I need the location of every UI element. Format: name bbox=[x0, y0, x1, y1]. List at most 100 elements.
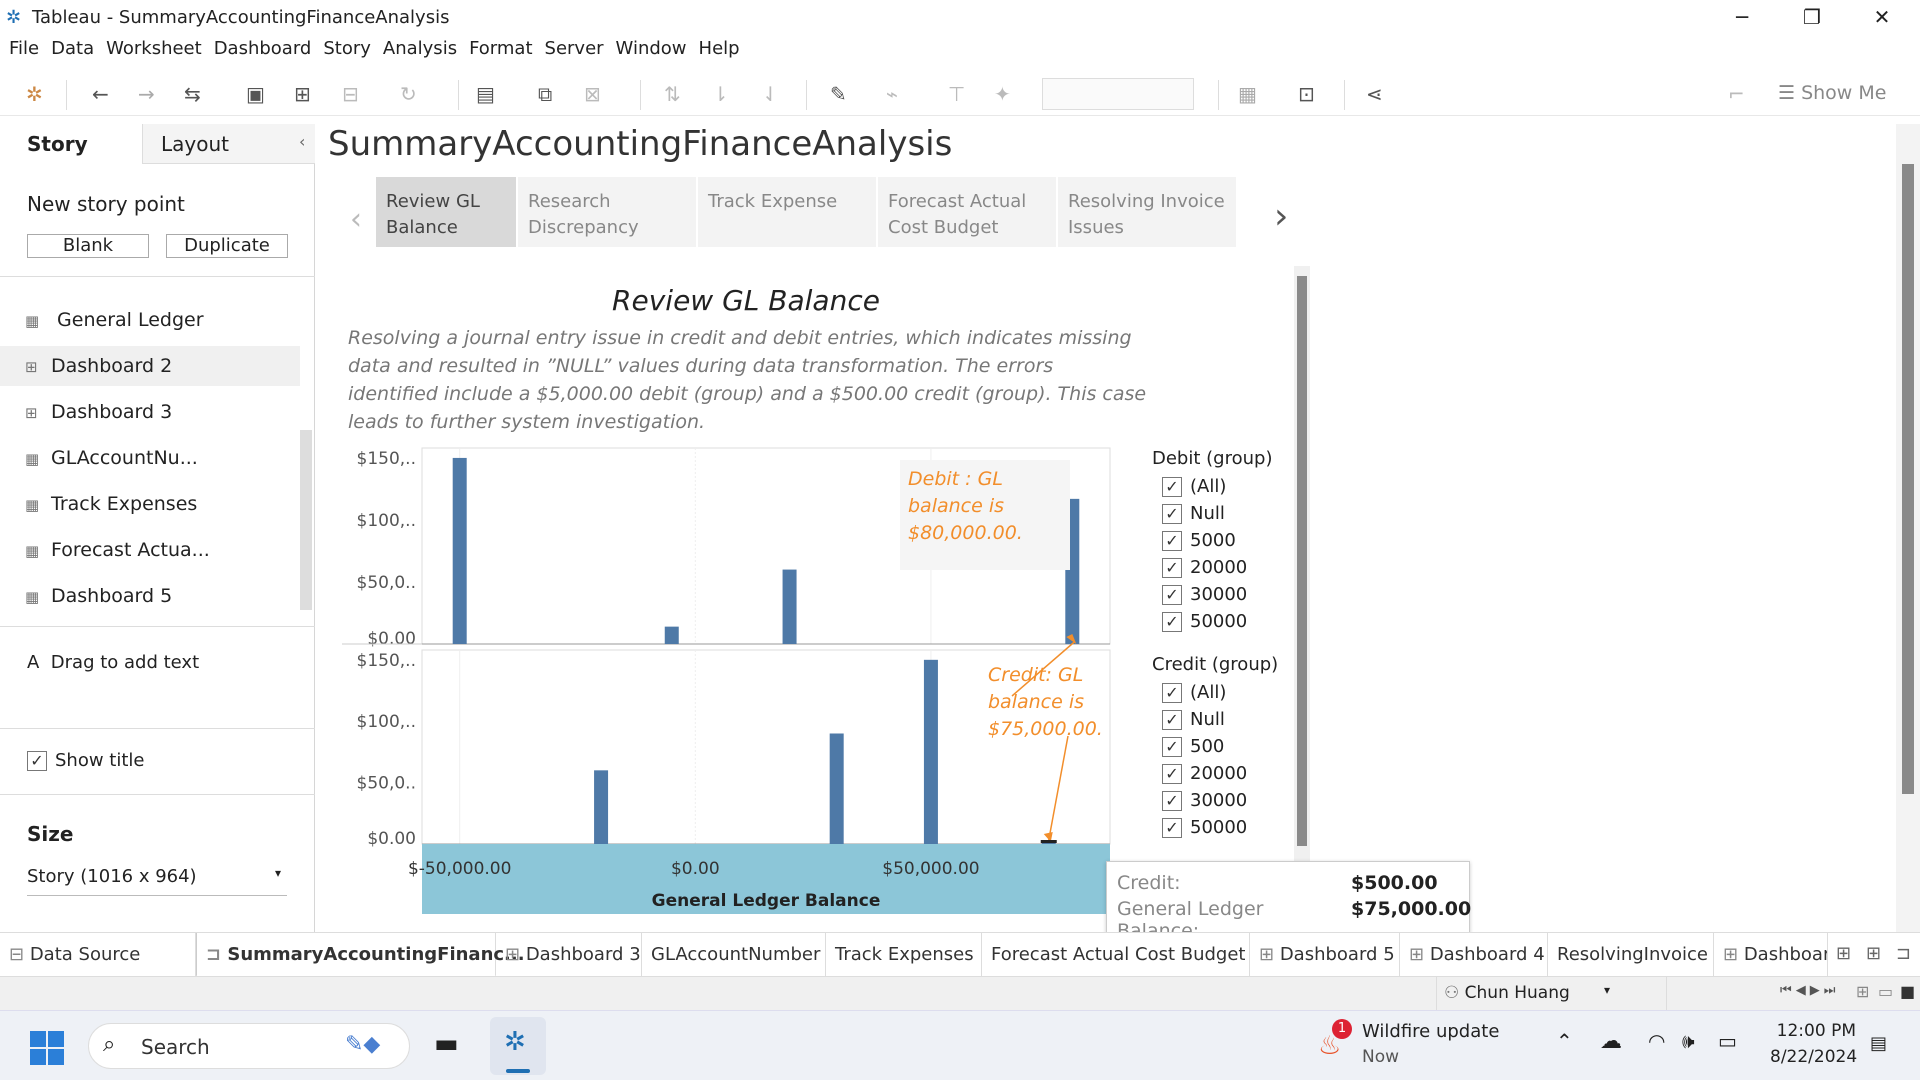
menu-analysis[interactable]: Analysis bbox=[382, 38, 458, 59]
menu-format[interactable]: Format bbox=[469, 38, 533, 59]
story-point-track-expense[interactable]: Track Expense bbox=[698, 177, 876, 247]
story-point-resolving-invoice[interactable]: Resolving Invoice Issues bbox=[1058, 177, 1236, 247]
labels-icon[interactable]: ⊤ bbox=[948, 82, 966, 106]
sort-desc-icon[interactable]: ⇃ bbox=[762, 82, 779, 106]
filter-item[interactable]: ✓ (All) bbox=[1162, 679, 1278, 706]
filter-item[interactable]: ✓ 20000 bbox=[1162, 554, 1272, 581]
taskbar-tableau-app[interactable]: ✲ bbox=[490, 1017, 546, 1075]
tableau-home-icon[interactable]: ✲ bbox=[26, 82, 43, 106]
duplicate-sheet-icon[interactable]: ⧉ bbox=[538, 82, 553, 106]
filter-item[interactable]: ✓ Null bbox=[1162, 500, 1272, 527]
taskbar-search[interactable]: ⌕ Search ✎◆ bbox=[88, 1023, 410, 1069]
story-point-forecast[interactable]: Forecast Actual Cost Budget bbox=[878, 177, 1056, 247]
redo-icon[interactable]: → bbox=[138, 82, 155, 106]
highlight-icon[interactable]: ✎ bbox=[830, 82, 847, 106]
tab-story[interactable]: Story bbox=[0, 124, 142, 164]
restore-icon[interactable]: ❐ bbox=[1803, 5, 1821, 29]
menu-file[interactable]: File bbox=[9, 38, 40, 59]
notification-title[interactable]: Wildfire update bbox=[1362, 1021, 1500, 1042]
tab-story-active[interactable]: ⊐ SummaryAccountingFinanc... bbox=[196, 933, 525, 977]
drag-to-add-text[interactable]: A Drag to add text bbox=[27, 652, 199, 673]
sheet-nav-icon[interactable]: ⏮◀▶⏭ bbox=[1780, 983, 1840, 998]
battery-icon[interactable]: ▭ bbox=[1718, 1029, 1737, 1053]
fix-axes-icon[interactable]: ▦ bbox=[1238, 82, 1257, 106]
filter-item[interactable]: ✓ Null bbox=[1162, 706, 1278, 733]
filter-item[interactable]: ✓ 30000 bbox=[1162, 581, 1272, 608]
sheet-item[interactable]: ⊞ Dashboard 2 bbox=[0, 346, 300, 386]
tab-forecast[interactable]: Forecast Actual Cost Budget bbox=[982, 933, 1250, 977]
taskbar-date[interactable]: 8/22/2024 bbox=[1770, 1047, 1858, 1067]
user-chevron-icon[interactable]: ▾ bbox=[1604, 983, 1611, 997]
new-datasource-icon[interactable]: ⊞ bbox=[294, 82, 311, 106]
wifi-icon[interactable]: ◠ bbox=[1648, 1029, 1666, 1053]
presentation-icon[interactable]: ⊡ bbox=[1298, 82, 1315, 106]
task-view-icon[interactable]: ▬ bbox=[434, 1029, 459, 1059]
size-dropdown[interactable]: Story (1016 x 964) ▾ bbox=[27, 866, 287, 896]
prev-point-icon[interactable]: ‹ bbox=[350, 202, 362, 237]
pause-icon[interactable]: ⊟ bbox=[342, 82, 359, 106]
menu-story[interactable]: Story bbox=[323, 38, 371, 59]
sheet-item[interactable]: ▦ Track Expenses bbox=[25, 484, 197, 524]
new-dashboard-tab-icon[interactable]: ⊞ bbox=[1866, 943, 1882, 964]
tabs-view-icon[interactable]: ■ bbox=[1900, 982, 1916, 1001]
tab-layout[interactable]: Layout ‹ bbox=[142, 124, 315, 164]
sheet-item[interactable]: ⊞ Dashboard 3 bbox=[25, 392, 172, 432]
volume-icon[interactable]: 🕪 bbox=[1682, 1029, 1695, 1053]
pin-icon[interactable]: ✦ bbox=[994, 82, 1011, 106]
filter-item[interactable]: ✓ 500 bbox=[1162, 733, 1278, 760]
show-me-button[interactable]: ☰ Show Me bbox=[1778, 82, 1887, 104]
tab-dashboard-5[interactable]: ⊞ Dashboard 5 bbox=[1250, 933, 1400, 977]
story-point-research[interactable]: Research Discrepancy bbox=[518, 177, 696, 247]
menu-server[interactable]: Server bbox=[544, 38, 604, 59]
debit-annotation[interactable]: Debit : GL balance is $80,000.00. bbox=[900, 460, 1070, 570]
swap-icon[interactable]: ⇆ bbox=[184, 82, 201, 106]
sheet-item[interactable]: ▦ Forecast Actua... bbox=[25, 530, 210, 570]
taskbar-time[interactable]: 12:00 PM bbox=[1776, 1021, 1856, 1041]
fit-dropdown[interactable] bbox=[1042, 78, 1194, 110]
save-icon[interactable]: ▣ bbox=[246, 82, 265, 106]
sheet-item[interactable]: ▦ General Ledger bbox=[25, 300, 204, 340]
onedrive-icon[interactable]: ☁ bbox=[1600, 1029, 1622, 1054]
tab-track-expenses[interactable]: Track Expenses bbox=[826, 933, 982, 977]
refresh-icon[interactable]: ↻ bbox=[400, 82, 417, 106]
format-painter-icon[interactable]: ⌐ bbox=[1728, 82, 1745, 106]
share-icon[interactable]: ⋖ bbox=[1366, 82, 1383, 106]
sort-asc-icon[interactable]: ⇂ bbox=[712, 82, 729, 106]
dashboard-scrollbar-thumb[interactable] bbox=[1297, 276, 1307, 846]
filter-item[interactable]: ✓ 20000 bbox=[1162, 760, 1278, 787]
swap-rows-icon[interactable]: ⇅ bbox=[664, 82, 681, 106]
tab-data-source[interactable]: ⊟ Data Source bbox=[0, 933, 196, 977]
new-story-tab-icon[interactable]: ⊐ bbox=[1896, 943, 1912, 964]
close-icon[interactable]: ✕ bbox=[1873, 5, 1891, 29]
chevron-up-icon[interactable]: ⌃ bbox=[1556, 1029, 1573, 1053]
canvas-scrollbar-thumb[interactable] bbox=[1902, 164, 1914, 794]
new-worksheet-tab-icon[interactable]: ⊞ bbox=[1836, 943, 1852, 964]
clear-sheet-icon[interactable]: ⊠ bbox=[584, 82, 601, 106]
story-point-review-gl[interactable]: Review GL Balance bbox=[376, 177, 516, 247]
filter-item[interactable]: ✓ (All) bbox=[1162, 473, 1272, 500]
dashboard-scrollbar-track[interactable] bbox=[1294, 266, 1310, 866]
filter-item[interactable]: ✓ 50000 bbox=[1162, 814, 1278, 841]
filmstrip-view-icon[interactable]: ▭ bbox=[1878, 982, 1894, 1001]
next-point-icon[interactable]: › bbox=[1274, 196, 1289, 237]
filter-item[interactable]: ✓ 30000 bbox=[1162, 787, 1278, 814]
menu-dashboard[interactable]: Dashboard bbox=[213, 38, 312, 59]
story-title[interactable]: SummaryAccountingFinanceAnalysis bbox=[328, 124, 953, 164]
show-title-checkbox[interactable]: ✓ Show title bbox=[27, 750, 144, 771]
menu-window[interactable]: Window bbox=[615, 38, 687, 59]
menu-data[interactable]: Data bbox=[51, 38, 95, 59]
filter-item[interactable]: ✓ 5000 bbox=[1162, 527, 1272, 554]
blank-button[interactable]: Blank bbox=[27, 234, 149, 258]
sheet-item[interactable]: ▦ GLAccountNu... bbox=[25, 438, 198, 478]
minimize-icon[interactable]: ─ bbox=[1735, 5, 1749, 29]
sheet-item[interactable]: ▦ Dashboard 5 bbox=[25, 576, 172, 616]
menu-help[interactable]: Help bbox=[698, 38, 740, 59]
user-menu[interactable]: ⚇ Chun Huang bbox=[1444, 983, 1570, 1003]
sorter-view-icon[interactable]: ⊞ bbox=[1856, 982, 1870, 1001]
menu-worksheet[interactable]: Worksheet bbox=[106, 38, 202, 59]
duplicate-button[interactable]: Duplicate bbox=[166, 234, 288, 258]
collapse-chevron-icon[interactable]: ‹ bbox=[299, 132, 306, 151]
new-worksheet-icon[interactable]: ▤ bbox=[476, 82, 495, 106]
tab-dashboard-3[interactable]: ⊞ Dashboard 3 bbox=[496, 933, 642, 977]
notifications-icon[interactable]: ▤ bbox=[1870, 1033, 1888, 1054]
